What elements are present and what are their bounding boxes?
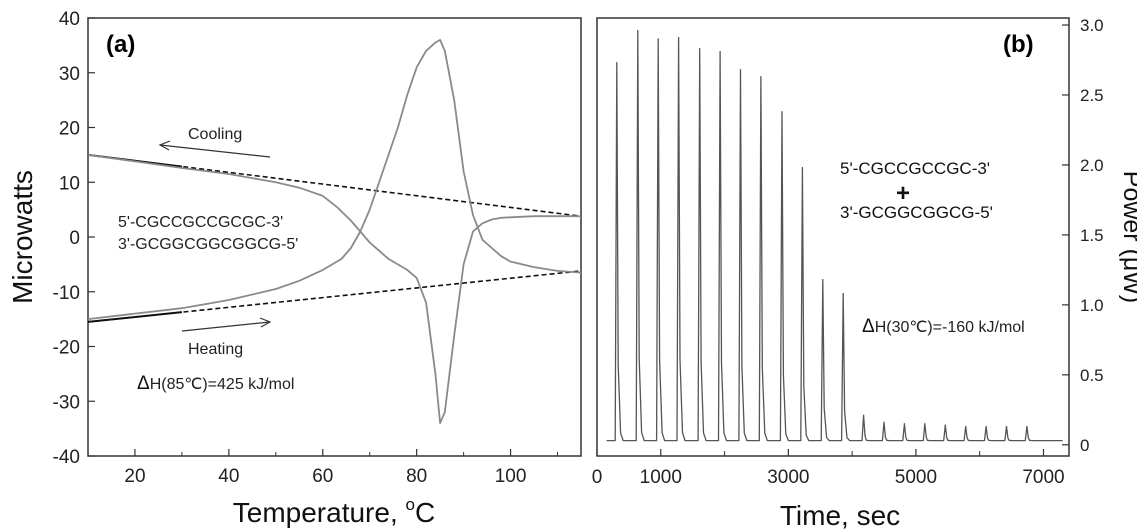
cooling-arrow: [158, 140, 271, 158]
b-ytick-label-1: 0.5: [1080, 366, 1104, 385]
panel-b-tick-labels: 0 0.5 1.0 1.5 2.0 2.5 3.0 0 1000 3000 5000 7000: [592, 16, 1104, 488]
a-xtick-label-2: 60: [312, 466, 333, 487]
panel-b-frame: [596, 17, 1070, 457]
b-ytick-label-2: 1.0: [1080, 296, 1104, 315]
dh-b: ΔH(30℃)=-160 kJ/mol: [862, 316, 1025, 337]
a-ytick-label-6: 20: [59, 119, 80, 140]
heating-arrow: [181, 317, 272, 332]
b-power-trace: [606, 29, 1063, 442]
seq-b-top: 5'-CGCCGCCGC-3': [840, 159, 990, 178]
b-xtick-label-3: 5000: [895, 467, 937, 488]
panel-a: -40 -30 -20 -10 0 10 20 30 40 20 40 60 80 100 (a) Coo…: [7, 9, 582, 528]
a-ytick-label-2: -20: [53, 338, 80, 359]
panel-a-tick-labels: -40 -30 -20 -10 0 10 20 30 40 20 40 60 80 100: [53, 9, 527, 487]
b-peak-12: [863, 414, 865, 416]
b-peak-4: [699, 48, 701, 50]
b-ytick-label-3: 1.5: [1080, 226, 1104, 245]
panel-a-xlabel: Temperature, oC: [233, 495, 435, 528]
panel-b: 0 0.5 1.0 1.5 2.0 2.5 3.0 0 1000 3000 5000 7000 (b)…: [592, 16, 1137, 531]
b-peak-14: [903, 423, 906, 425]
panel-a-lines: [87, 39, 582, 425]
a-ytick-label-8: 40: [59, 9, 80, 30]
b-peak-10: [822, 279, 824, 281]
a-baseline-solid-1: [87, 311, 183, 323]
b-peak-11: [842, 293, 844, 295]
b-ytick-label-4: 2.0: [1080, 156, 1104, 175]
b-xtick-label-4: 7000: [1022, 467, 1064, 488]
a-xtick-label-4: 100: [495, 466, 527, 487]
a-ytick-label-1: -30: [53, 392, 80, 413]
seq-b-plus: +: [896, 180, 910, 207]
panel-b-xlabel: Time, sec: [780, 500, 900, 531]
a-xtick-label-3: 80: [406, 466, 427, 487]
panel-a-ylabel: Microwatts: [7, 170, 38, 304]
b-peak-2: [657, 38, 659, 40]
b-peak-17: [965, 426, 967, 428]
seq-b-bottom: 3'-GCGGCGGCG-5': [840, 203, 993, 222]
b-peak-19: [1005, 426, 1008, 428]
panel-a-ticks: [88, 17, 559, 457]
b-ytick-label-0: 0: [1080, 436, 1089, 455]
panel-b-ylabel: Power (μW): [1118, 171, 1137, 303]
b-peak-20: [1026, 426, 1028, 428]
b-peak-6: [739, 69, 742, 71]
panel-b-lines: [606, 29, 1063, 442]
b-peak-1: [637, 30, 639, 32]
b-peak-8: [781, 111, 783, 113]
dh-a: ΔH(85℃)=425 kJ/mol: [137, 373, 294, 394]
b-peak-7: [760, 76, 762, 78]
b-peak-9: [801, 167, 804, 169]
seq-a-top: 5'-CGCCGCCGCGC-3': [118, 214, 283, 231]
a-xtick-label-0: 20: [124, 466, 145, 487]
b-peak-5: [719, 51, 721, 53]
panel-a-label: (a): [106, 31, 135, 58]
b-ytick-label-5: 2.5: [1080, 86, 1104, 105]
b-peak-0: [616, 62, 618, 64]
a-xtick-label-1: 40: [218, 466, 239, 487]
b-peak-16: [944, 424, 946, 426]
panel-b-label: (b): [1003, 31, 1034, 58]
b-xtick-label-1: 1000: [640, 467, 682, 488]
a-ytick-label-3: -10: [53, 283, 80, 304]
a-ytick-label-0: -40: [53, 447, 80, 468]
b-xtick-label-0: 0: [592, 467, 603, 488]
a-ytick-label-5: 10: [59, 173, 80, 194]
b-peak-15: [924, 423, 926, 425]
a-ytick-label-7: 30: [59, 64, 80, 85]
b-peak-13: [883, 421, 885, 423]
b-peak-3: [678, 37, 680, 39]
a-series-cooling: [87, 154, 581, 425]
seq-a-bottom: 3'-GCGGCGGCGGCG-5': [118, 236, 298, 253]
a-ytick-label-4: 0: [69, 228, 80, 249]
a-series-heating: [87, 39, 582, 320]
cooling-label: Cooling: [188, 126, 242, 143]
heating-label: Heating: [188, 341, 243, 358]
panel-b-ticks: [596, 24, 1069, 456]
b-xtick-label-2: 3000: [767, 467, 809, 488]
b-peak-18: [985, 426, 987, 428]
b-ytick-label-6: 3.0: [1080, 16, 1104, 35]
